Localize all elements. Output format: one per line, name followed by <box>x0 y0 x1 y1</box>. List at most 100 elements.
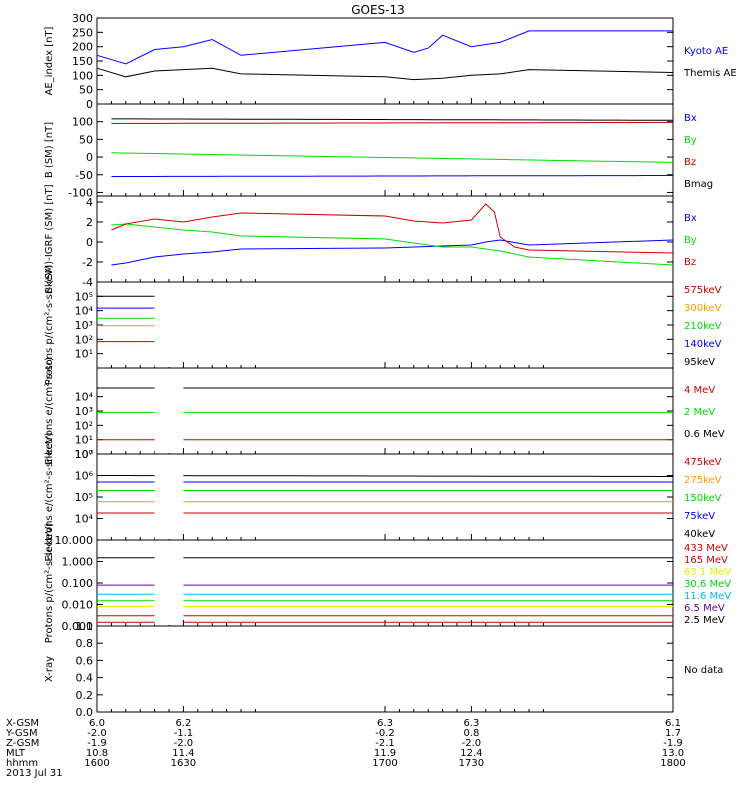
xaxis-value: 6.1 <box>665 718 681 729</box>
y-tick-label: 10⁵ <box>75 290 93 303</box>
legend-entry: 95keV <box>684 357 715 368</box>
panel-frame <box>96 453 674 541</box>
y-tick-label: 10⁴ <box>75 513 94 526</box>
y-tick-label: 150 <box>72 55 93 68</box>
xaxis-value: 1700 <box>372 758 397 769</box>
legend-entry: No data <box>684 665 723 676</box>
legend-entry: 300keV <box>684 303 722 314</box>
y-tick-label: 10.000 <box>55 534 94 547</box>
legend-entry: 433 MeV <box>684 543 728 554</box>
y-tick-label: -4 <box>82 276 93 289</box>
y-tick-label: 0.4 <box>76 672 94 685</box>
series-line-bz <box>111 203 674 254</box>
y-tick-label: 10⁴ <box>75 391 94 404</box>
legend-entry: 11.6 MeV <box>684 591 731 602</box>
y-tick-label: 0.8 <box>76 637 94 650</box>
y-tick-label: 0.010 <box>62 599 94 612</box>
plot-title: GOES-13 <box>351 3 405 17</box>
xaxis-value: 1630 <box>171 758 196 769</box>
xaxis-value: 6.3 <box>463 718 479 729</box>
series-line-by <box>111 223 674 266</box>
legend-entry: 140keV <box>684 339 722 350</box>
xaxis-value: 10.8 <box>86 748 108 759</box>
panel-frame <box>96 539 674 627</box>
legend-entry: By <box>684 135 697 146</box>
date-label: 2013 Jul 31 <box>6 768 63 779</box>
y-tick-label: 10² <box>75 333 93 346</box>
y-tick-label: 10³ <box>75 405 93 418</box>
series-line-themis-ae <box>96 67 674 81</box>
xaxis-value: -2.0 <box>87 728 107 739</box>
y-tick-label: 10² <box>75 419 93 432</box>
xaxis-value: 11.9 <box>374 748 396 759</box>
xaxis-value: -2.0 <box>174 738 194 749</box>
data-gap <box>154 283 175 367</box>
y-tick-label: 0.6 <box>76 654 94 667</box>
y-tick-label: -50 <box>75 169 93 182</box>
legend-entry: Bx <box>684 113 697 124</box>
legend-entry: 40keV <box>684 529 715 540</box>
legend-entry: Bmag <box>684 179 713 190</box>
xaxis-row-label: Y-GSM <box>5 728 38 739</box>
y-tick-label: 100 <box>72 116 93 129</box>
series-line-bmag <box>111 118 674 121</box>
xaxis-value: -2.0 <box>462 738 482 749</box>
legend-entry: 4 MeV <box>684 385 715 396</box>
legend-entry: 6.5 MeV <box>684 603 725 614</box>
xaxis-value: -0.2 <box>375 728 395 739</box>
y-tick-label: 0.2 <box>76 689 94 702</box>
y-tick-label: 250 <box>72 26 93 39</box>
legend-entry: By <box>684 235 697 246</box>
y-tick-label: 10¹ <box>75 434 93 447</box>
legend-entry: 63.1 MeV <box>684 567 731 578</box>
legend-entry: 2 MeV <box>684 407 715 418</box>
y-tick-label: -2 <box>82 256 93 269</box>
y-tick-label: 2 <box>86 216 93 229</box>
xaxis-value: 6.0 <box>89 718 105 729</box>
y-tick-label: 0 <box>86 151 93 164</box>
legend-entry: 165 MeV <box>684 555 728 566</box>
xaxis-row-label: X-GSM <box>6 718 39 729</box>
legend-entry: Themis AE <box>683 68 737 79</box>
y-axis-label: X-ray <box>44 656 55 682</box>
series-line-bz <box>111 121 673 124</box>
legend-entry: 75keV <box>684 511 715 522</box>
xaxis-value: -1.9 <box>663 738 683 749</box>
data-gap <box>154 455 175 539</box>
panel-frame <box>96 367 674 455</box>
xaxis-value: 11.4 <box>172 748 194 759</box>
legend-entry: 475keV <box>684 457 722 468</box>
y-axis-label: Protons p/(cm²-s-sr-keV) <box>44 265 55 386</box>
y-tick-label: 1.0 <box>76 620 94 633</box>
legend-entry: Bz <box>684 257 696 268</box>
xaxis-value: 13.0 <box>662 748 684 759</box>
y-axis-label: Electrons e/(cm²-s-sr-keV) <box>44 432 55 561</box>
xaxis-value: -2.1 <box>375 738 395 749</box>
legend-entry: 210keV <box>684 321 722 332</box>
legend-entry: 0.6 MeV <box>684 429 725 440</box>
xaxis-value: 1800 <box>660 758 685 769</box>
series-line-bx <box>111 175 673 177</box>
xaxis-row-label: hhmm <box>6 758 38 769</box>
legend-entry: Kyoto AE <box>684 46 728 57</box>
series-line-bx <box>111 239 674 266</box>
series-line-40kev <box>183 475 673 477</box>
y-tick-label: 10⁷ <box>75 448 93 461</box>
y-tick-label: -100 <box>68 186 93 199</box>
y-tick-label: 10⁴ <box>75 305 94 318</box>
y-axis-label: B (SM)-IGRF (SM) [nT] <box>44 184 55 293</box>
y-tick-label: 0.100 <box>62 577 94 590</box>
y-tick-label: 10⁵ <box>75 491 93 504</box>
y-tick-label: 10¹ <box>75 348 93 361</box>
legend-entry: 575keV <box>684 285 722 296</box>
panel-7: 0.0 0.2 0.4 0.6 0.8 1.0 X-ray No data <box>44 620 723 719</box>
legend-entry: 275keV <box>684 475 722 486</box>
xaxis-value: 1730 <box>459 758 484 769</box>
xaxis-value: -1.9 <box>87 738 107 749</box>
y-axis-label: Protons p/(cm²-s-sr-keV) <box>44 523 55 644</box>
xaxis-value: 12.4 <box>460 748 482 759</box>
